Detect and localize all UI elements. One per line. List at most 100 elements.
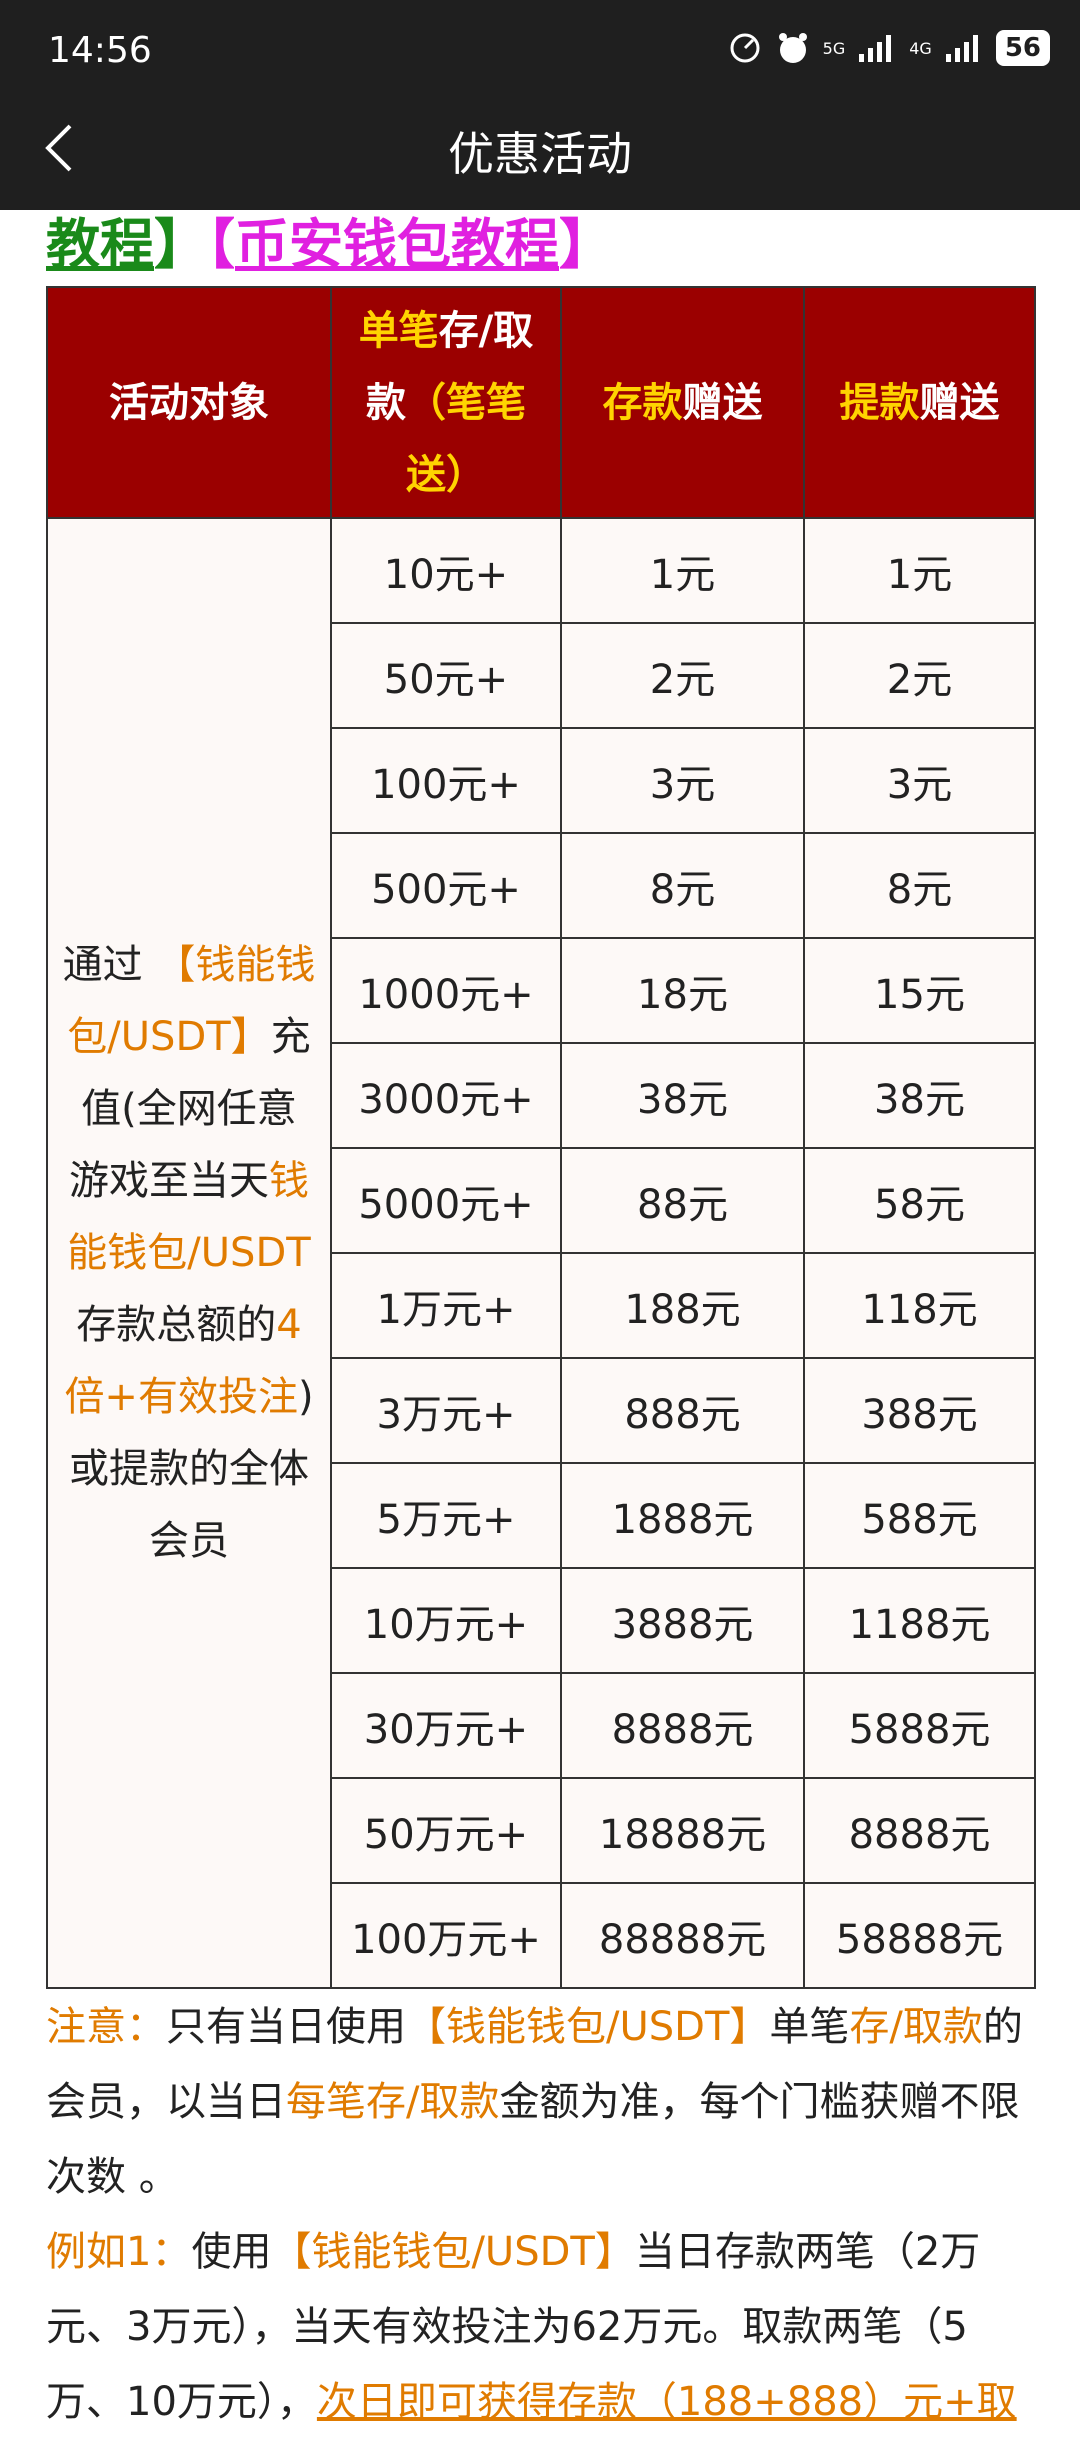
header-cell: 活动对象: [46, 286, 332, 519]
text-segment: 当日存款两笔（2万元、3万元），当天有效投注为62万元。取款两笔（5万、10万元…: [46, 2229, 981, 2425]
table-cell: 8元: [803, 832, 1036, 939]
table-cell: 1188元: [803, 1567, 1036, 1674]
table-cell: 58元: [803, 1147, 1036, 1254]
page-title: 优惠活动: [448, 127, 632, 181]
table-cell: 18元: [560, 937, 805, 1044]
table-cell: 1888元: [560, 1462, 805, 1569]
table-cell: 2元: [803, 622, 1036, 729]
table-cell: 3万元+: [330, 1357, 562, 1464]
text-segment: 【钱能钱包/USDT】: [67, 942, 316, 1060]
note-paragraph: 例如1：使用【钱能钱包/USDT】当日存款两笔（2万元、3万元），当天有效投注为…: [46, 2215, 1036, 2440]
text-segment[interactable]: 教程: [46, 213, 154, 276]
text-segment: 只有当日使用: [166, 2004, 406, 2050]
target-cell: 通过 【钱能钱包/USDT】充值(全网任意游戏至当天钱能钱包/USDT 存款总额的…: [46, 517, 332, 1989]
text-segment: 4倍+有效投注: [64, 1302, 302, 1420]
text-segment: 每笔存/取款: [286, 2079, 500, 2125]
table-cell: 50元+: [330, 622, 562, 729]
table-cell: 10万元+: [330, 1567, 562, 1674]
table-row: 50万元+ 18888元 8888元: [47, 1777, 1036, 1884]
text-segment: 的会员，以当日: [46, 2004, 1023, 2125]
table-cell: 88元: [560, 1147, 805, 1254]
text-segment: 存款: [602, 379, 683, 426]
table-cell: 38元: [803, 1042, 1036, 1149]
text-segment[interactable]: 币安钱包教程: [235, 213, 559, 276]
status-time: 14:56: [48, 30, 152, 71]
text-segment: 充值(全网任意游戏至当天: [69, 1014, 311, 1204]
table-cell: 118元: [803, 1252, 1036, 1359]
note-paragraph: 注意：只有当日使用【钱能钱包/USDT】单笔存/取款的会员，以当日每笔存/取款金…: [46, 1990, 1036, 2215]
table-row: 通过 【钱能钱包/USDT】充值(全网任意游戏至当天钱能钱包/USDT 存款总额的…: [46, 517, 1036, 1989]
table-cell: 188元: [560, 1252, 805, 1359]
promo-table: 活动对象 单笔存/取款（笔笔送） 存款赠送 提款赠送 通过 【钱能钱包/USDT】充值(…: [46, 286, 1036, 1989]
table-row: 100元+ 3元 3元: [47, 727, 1036, 834]
text-segment: )或提款的全体会员: [69, 1374, 314, 1564]
signal-icon: [945, 35, 978, 62]
network-label: 5G: [822, 38, 846, 58]
table-cell: 1元: [560, 517, 805, 624]
text-segment: 存/取款: [366, 307, 534, 426]
table-cell: 588元: [803, 1462, 1036, 1569]
table-cell: 388元: [803, 1357, 1036, 1464]
table-row: 10万元+ 3888元 1188元: [47, 1567, 1036, 1674]
table-cell: 3888元: [560, 1567, 805, 1674]
table-cell: 500元+: [330, 832, 562, 939]
app-bar: 14:56 5G 4G 56 优惠活动: [0, 0, 1080, 210]
header-cell: 单笔存/取款（笔笔送）: [330, 286, 562, 519]
text-segment[interactable]: 】: [559, 213, 613, 276]
text-segment: 次日即可获得存款（188+888）元+取: [316, 2379, 1017, 2425]
text-segment: 钱能钱包/USDT: [67, 1158, 311, 1276]
table-cell: 58888元: [803, 1882, 1036, 1989]
status-icons: 5G 4G 56: [727, 30, 1050, 66]
text-segment: 【钱能钱包/USDT】: [406, 2004, 770, 2050]
data-saver-icon: [730, 33, 760, 63]
text-segment: 金额为准，每个门槛获赠不限次数 。: [46, 2079, 1020, 2200]
table-cell: 15元: [803, 937, 1036, 1044]
table-cell: 38元: [560, 1042, 805, 1149]
table-cell: 1000元+: [330, 937, 562, 1044]
table-cell: 5888元: [803, 1672, 1036, 1779]
text-segment: 注意：: [46, 2004, 166, 2050]
text-segment: 提款: [839, 379, 920, 426]
table-cell: 1万元+: [330, 1252, 562, 1359]
text-segment[interactable]: 【: [208, 213, 235, 276]
battery: 56: [995, 30, 1050, 66]
table-cell: 18888元: [560, 1777, 805, 1884]
signal-icon: [859, 35, 892, 62]
table-cell: 3元: [803, 727, 1036, 834]
table-cell: 8888元: [560, 1672, 805, 1779]
table-cell: 5000元+: [330, 1147, 562, 1254]
text-segment: 单笔: [769, 2004, 850, 2050]
table-row: 500元+ 8元 8元: [47, 832, 1036, 939]
table-cell: 100万元+: [330, 1882, 562, 1989]
text-segment: 活动对象: [109, 379, 269, 426]
text-segment: 存/取款: [849, 2004, 983, 2050]
table-row: 3万元+ 888元 388元: [47, 1357, 1036, 1464]
table-cell: 50万元+: [330, 1777, 562, 1884]
notes: 注意：只有当日使用【钱能钱包/USDT】单笔存/取款的会员，以当日每笔存/取款金…: [46, 1990, 1036, 2440]
table-row: 30万元+ 8888元 5888元: [47, 1672, 1036, 1779]
header-cell: 存款赠送: [560, 286, 805, 519]
table-cell: 888元: [560, 1357, 805, 1464]
text-segment: 例如1：: [46, 2229, 192, 2275]
text-segment: 赠送: [682, 379, 763, 426]
table-row: 1000元+ 18元 15元: [47, 937, 1036, 1044]
tutorial-links: 教程】【币安钱包教程】: [46, 210, 613, 280]
table-row: 3000元+ 38元 38元: [47, 1042, 1036, 1149]
table-cell: 3元: [560, 727, 805, 834]
text-segment: 赠送: [919, 379, 1000, 426]
network-label: 4G: [909, 38, 932, 58]
text-segment[interactable]: 】: [154, 213, 208, 276]
alarm-icon: [778, 33, 807, 63]
text-segment: 【钱能钱包/USDT】: [271, 2229, 635, 2275]
table-cell: 5万元+: [330, 1462, 562, 1569]
table-row: 100万元+ 88888元 58888元: [47, 1882, 1036, 1989]
table-cell: 1元: [803, 517, 1036, 624]
header-row: 活动对象 单笔存/取款（笔笔送） 存款赠送 提款赠送: [46, 286, 1036, 519]
table-cell: 8888元: [803, 1777, 1036, 1884]
text-segment: 通过: [62, 942, 156, 988]
table-row: 50元+ 2元 2元: [47, 622, 1036, 729]
text-segment: 使用: [191, 2229, 272, 2275]
back-button[interactable]: [40, 120, 80, 176]
table-cell: 2元: [560, 622, 805, 729]
